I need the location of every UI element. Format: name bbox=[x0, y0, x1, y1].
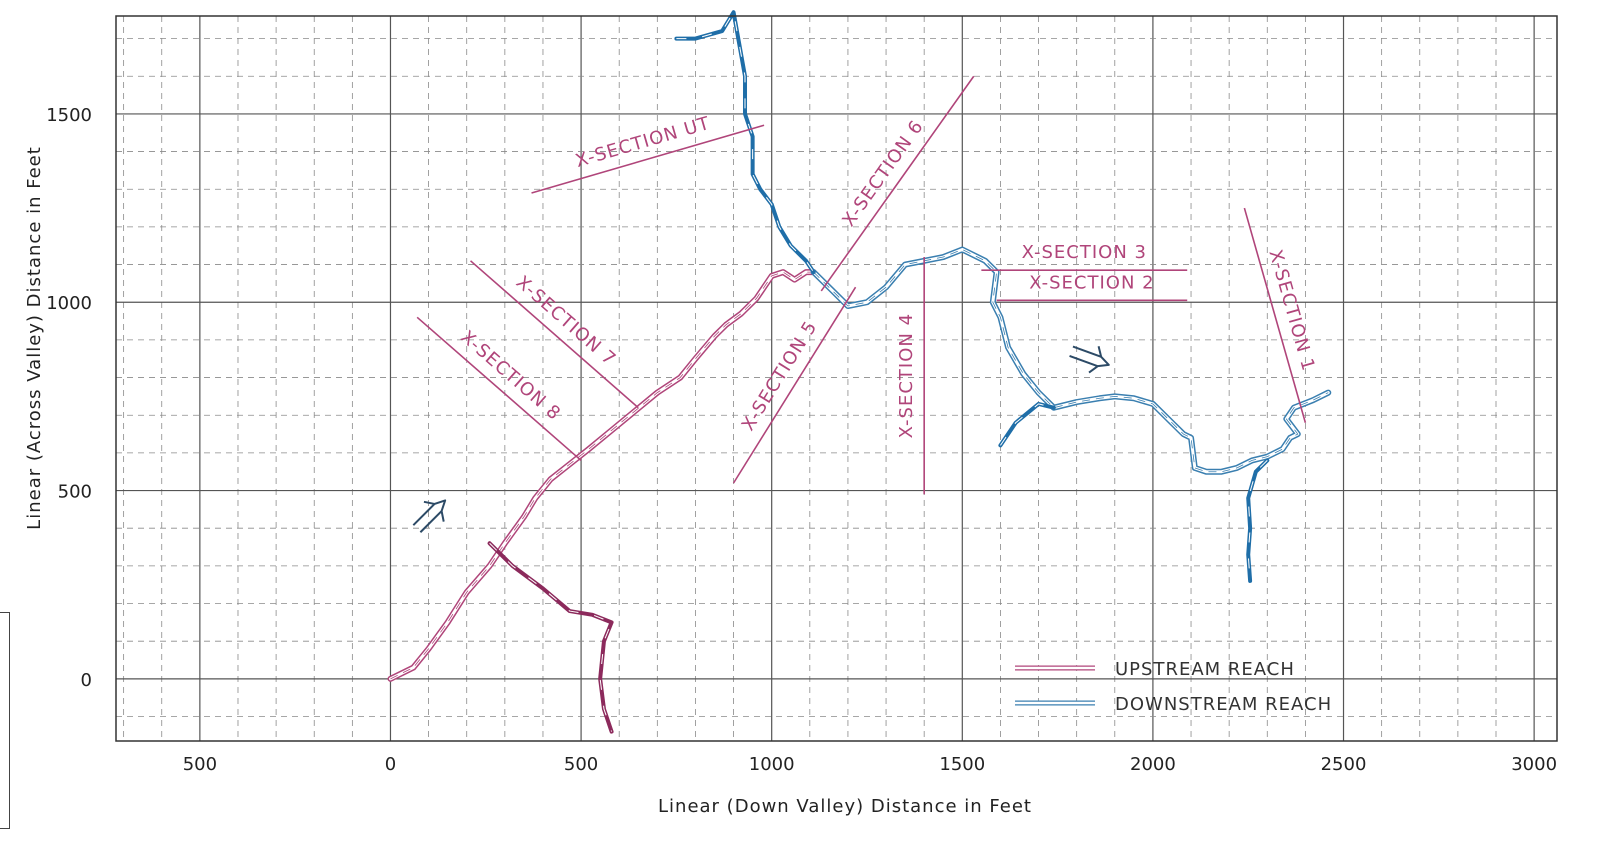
y-tick-label: 1000 bbox=[46, 293, 92, 314]
margin-box bbox=[0, 612, 10, 829]
x-tick-label: 3000 bbox=[1511, 754, 1557, 775]
section-label: X-SECTION 2 bbox=[1029, 272, 1154, 293]
arrow-shape bbox=[412, 499, 447, 533]
y-tick-label: 0 bbox=[81, 670, 92, 691]
section-line bbox=[732, 286, 857, 484]
x-tick-label: 0 bbox=[385, 754, 396, 775]
x-tick-label: 2000 bbox=[1130, 754, 1176, 775]
x-tick-label: 1500 bbox=[939, 754, 985, 775]
flow-arrow-icon bbox=[412, 499, 447, 533]
reach-centerline bbox=[813, 249, 1329, 473]
x-tick-label: 500 bbox=[564, 754, 598, 775]
grid bbox=[116, 16, 1557, 741]
plot-frame bbox=[115, 15, 1558, 742]
tributary bbox=[998, 401, 1056, 448]
y-tick-labels: 0 500 1000 1500 bbox=[46, 105, 92, 691]
y-tick-label: 500 bbox=[58, 482, 92, 503]
flow-arrow-icon bbox=[1069, 345, 1110, 374]
x-tick-label: 500 bbox=[183, 754, 217, 775]
legend-label: DOWNSTREAM REACH bbox=[1115, 694, 1332, 715]
legend-item-downstream: DOWNSTREAM REACH bbox=[1015, 694, 1332, 715]
tributary-line bbox=[998, 401, 1056, 448]
x-axis-label: Linear (Down Valley) Distance in Feet bbox=[658, 796, 1032, 817]
tributary bbox=[487, 541, 614, 734]
legend: UPSTREAM REACH DOWNSTREAM REACH bbox=[1015, 659, 1332, 715]
tributary-highlight bbox=[489, 542, 613, 732]
cross-section: X-SECTION 4 bbox=[896, 257, 925, 495]
section-line bbox=[470, 260, 639, 409]
legend-label: UPSTREAM REACH bbox=[1115, 659, 1295, 680]
section-line bbox=[820, 75, 975, 292]
downstream-reach bbox=[810, 246, 1332, 475]
section-line bbox=[416, 316, 582, 462]
cross-section: X-SECTION 3 bbox=[981, 242, 1188, 272]
tributary bbox=[674, 10, 816, 275]
river-traces bbox=[387, 10, 1332, 734]
flow-arrows bbox=[412, 345, 1110, 533]
section-line bbox=[531, 124, 765, 194]
section-line bbox=[1243, 207, 1307, 423]
reach-centerline bbox=[390, 271, 814, 680]
section-label: X-SECTION 4 bbox=[896, 313, 917, 438]
cross-section: X-SECTION 2 bbox=[996, 272, 1188, 302]
y-axis-label: Linear (Across Valley) Distance in Feet bbox=[24, 146, 45, 530]
x-tick-label: 1000 bbox=[749, 754, 795, 775]
tributary-highlight bbox=[1247, 460, 1268, 581]
arrow-shape bbox=[1069, 345, 1110, 374]
section-label: X-SECTION 3 bbox=[1022, 242, 1147, 263]
legend-item-upstream: UPSTREAM REACH bbox=[1015, 659, 1295, 680]
tributary-highlight bbox=[676, 10, 815, 273]
tributary bbox=[1246, 458, 1270, 583]
upstream-reach bbox=[387, 269, 817, 682]
y-tick-label: 1500 bbox=[46, 105, 92, 126]
x-tick-labels: 500 0 500 1000 1500 2000 2500 3000 bbox=[183, 754, 1557, 775]
x-tick-label: 2500 bbox=[1321, 754, 1367, 775]
